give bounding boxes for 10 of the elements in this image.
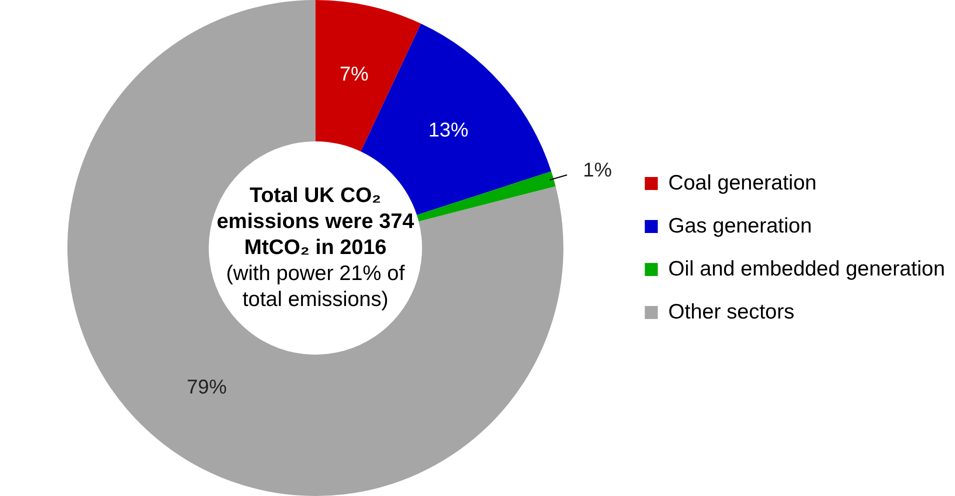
data-label: 7% bbox=[340, 63, 369, 86]
text: Total UK CO₂ emissions were 374 MtCO₂ in 2016 bbox=[216, 183, 416, 261]
text: (with power 21% of total emissions) bbox=[225, 261, 406, 313]
legend-label: Coal generation bbox=[668, 171, 817, 194]
data-label: 13% bbox=[428, 119, 469, 142]
data-label: 79% bbox=[186, 376, 227, 399]
data-label: 1% bbox=[582, 159, 612, 182]
legend-label: Other sectors bbox=[668, 300, 794, 324]
legend-label: Oil and embedded generation bbox=[668, 257, 945, 280]
legend-label: Gas generation bbox=[668, 214, 812, 238]
